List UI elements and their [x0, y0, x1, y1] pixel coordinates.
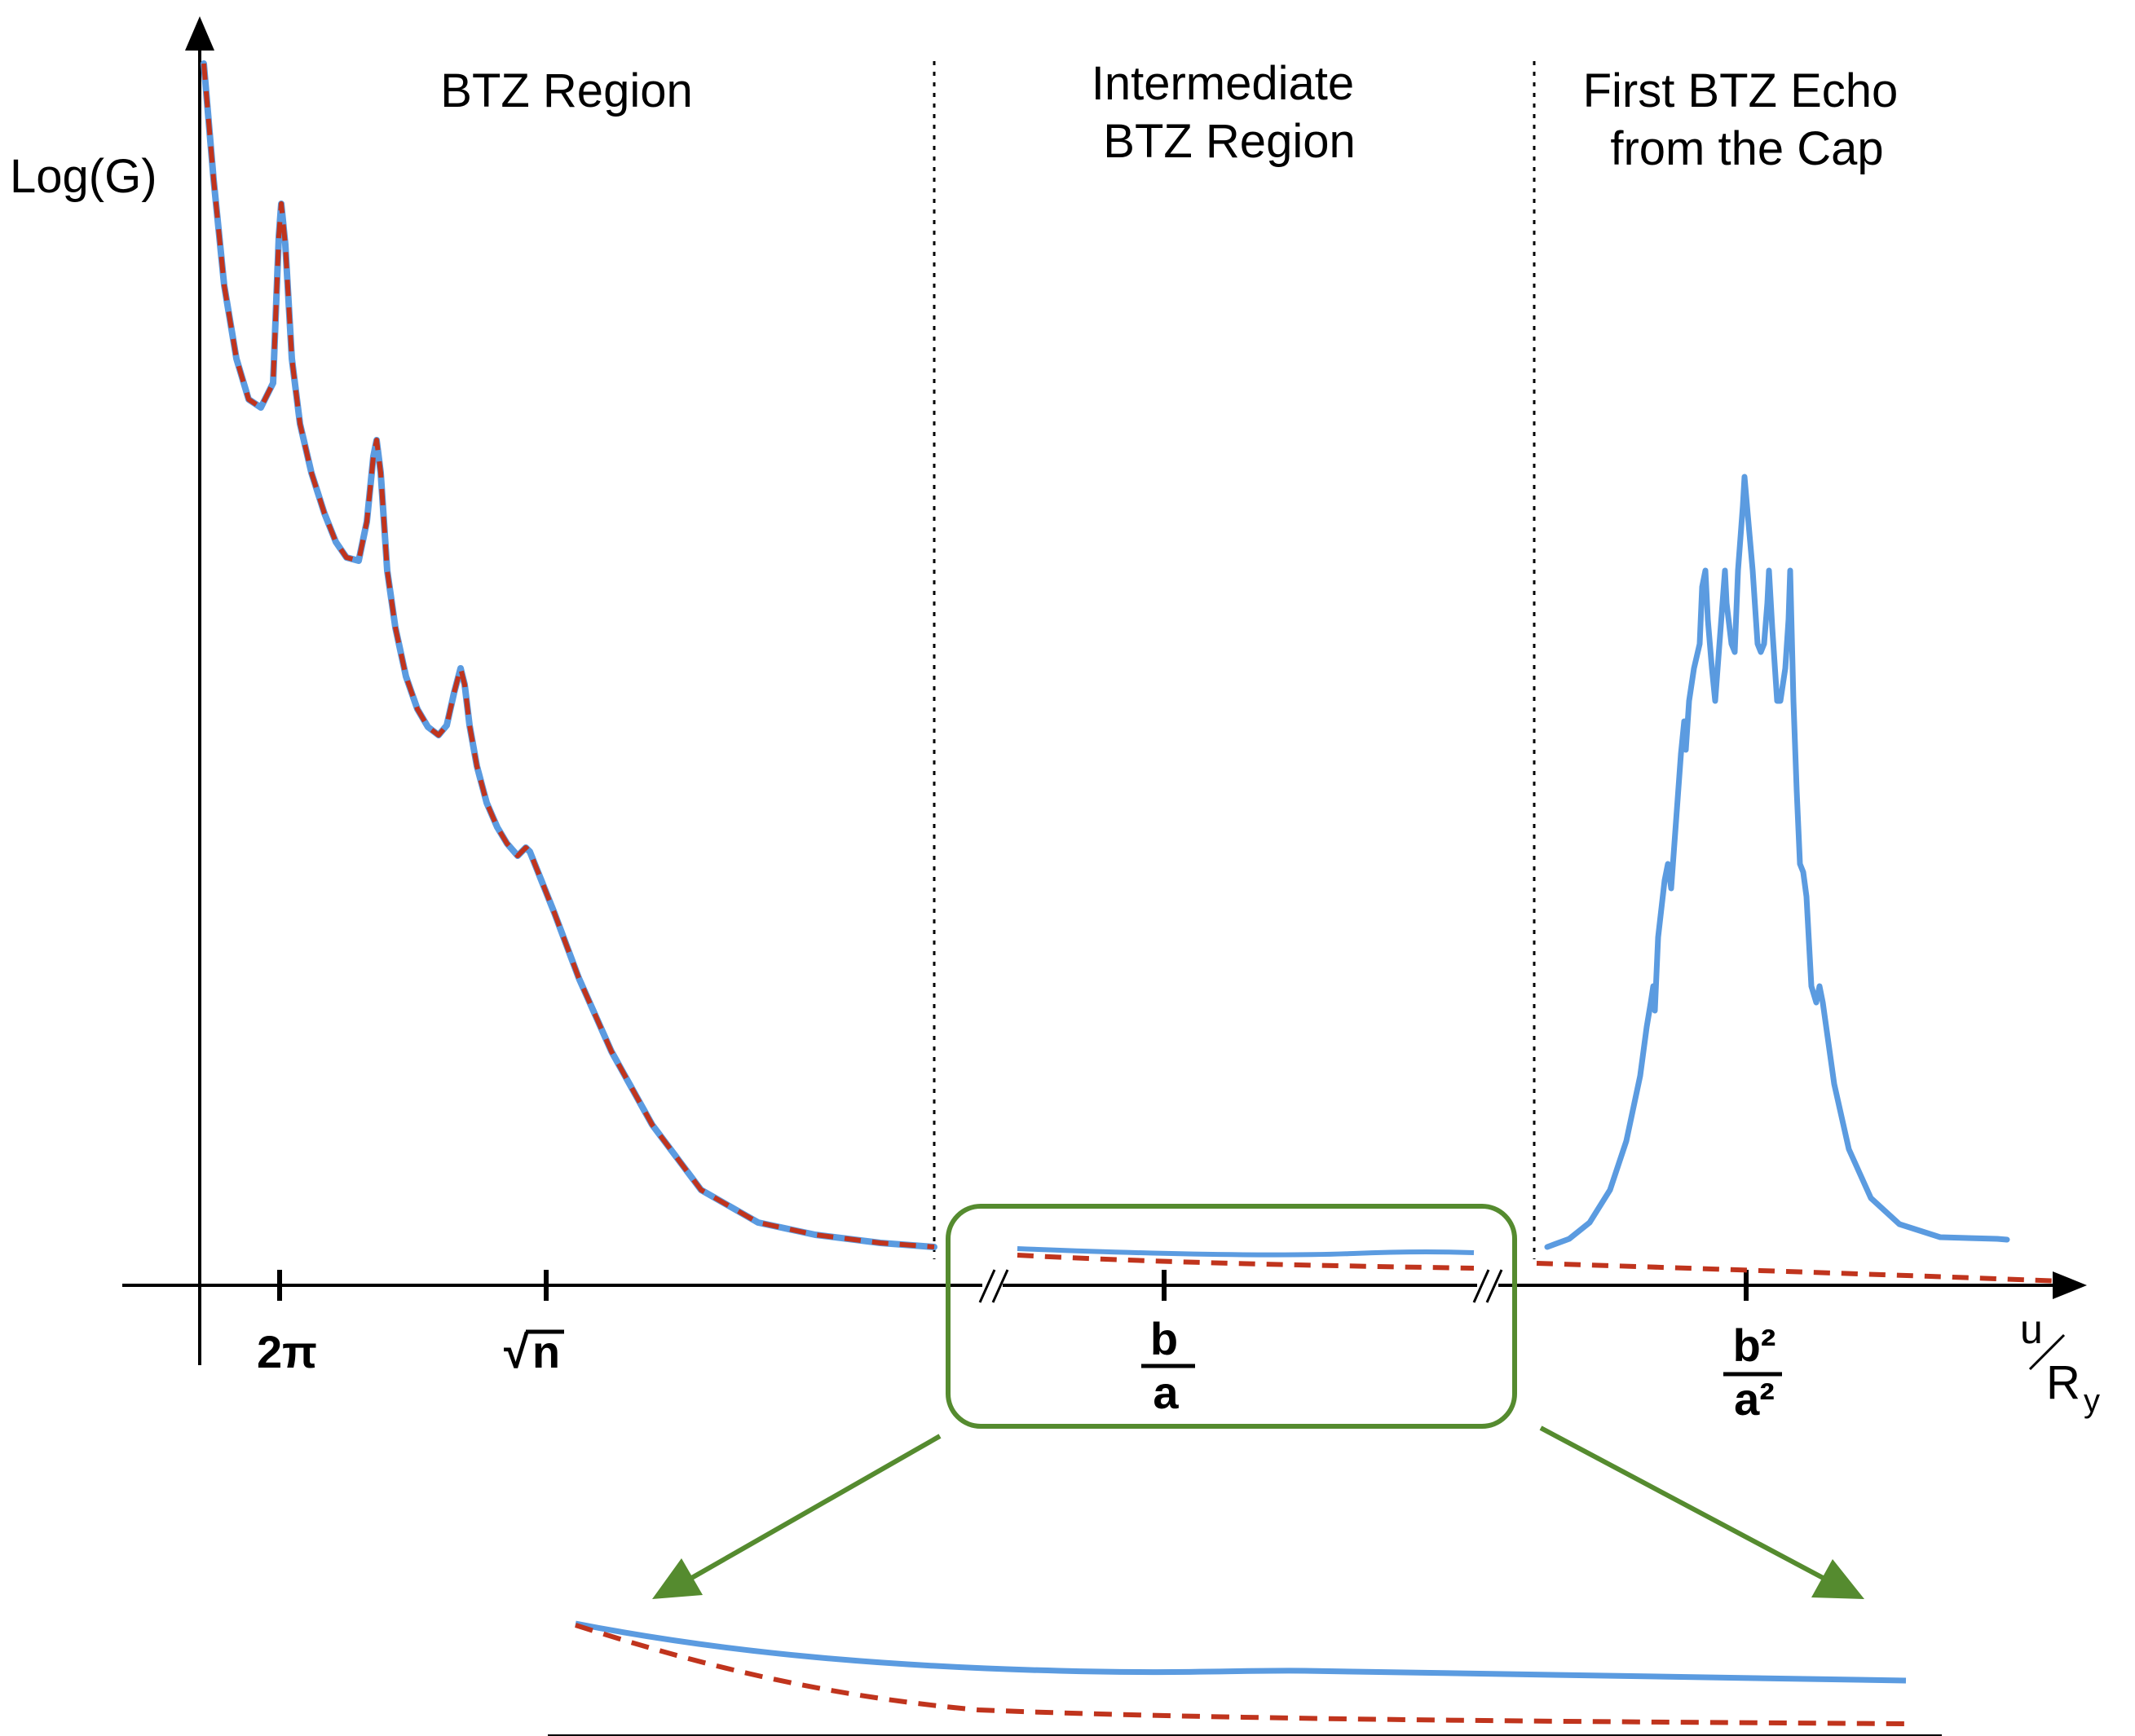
- tick-label-sqrt-n: √ n: [504, 1326, 564, 1377]
- exact-curve-intermediate: [1017, 1246, 1475, 1258]
- tick-label-b2-over-a2: b² a²: [1723, 1320, 1782, 1425]
- y-axis-label: Log(G): [10, 150, 157, 203]
- svg-text:√: √: [504, 1326, 529, 1377]
- x-axis-label: u R y: [2020, 1306, 2100, 1419]
- axis-break-right: [1472, 1269, 1503, 1303]
- x-axis-arrowhead: [2053, 1271, 2087, 1299]
- zoom-arrow-right-head: [1811, 1559, 1864, 1599]
- zoom-arrow-right: [1539, 1425, 1828, 1582]
- zoom-box: [946, 1204, 1517, 1429]
- zoom-arrow-left-head: [652, 1558, 703, 1599]
- region-label-intermediate: Intermediate BTZ Region: [1092, 57, 1368, 168]
- tick-label-two-pi: 2π: [257, 1326, 317, 1377]
- svg-text:b: b: [1150, 1313, 1178, 1364]
- exact-curve-btz: [201, 60, 937, 1250]
- axis-break-left: [978, 1269, 1009, 1303]
- approx-curve-zoomed: [575, 1623, 1907, 1726]
- svg-text:R: R: [2046, 1356, 2080, 1409]
- approx-curve-intermediate: [1017, 1253, 1475, 1271]
- approx-curve-echo: [1536, 1261, 2063, 1284]
- tick-label-b-over-a: b a: [1141, 1313, 1195, 1418]
- slash: [2028, 1333, 2066, 1371]
- svg-text:y: y: [2084, 1383, 2100, 1419]
- region-label-echo: First BTZ Echo from the Cap: [1583, 64, 1912, 175]
- zoom-arrow-left: [687, 1434, 942, 1582]
- exact-curve-zoomed: [575, 1620, 1907, 1684]
- svg-text:n: n: [532, 1326, 560, 1377]
- svg-text:a: a: [1153, 1367, 1179, 1418]
- y-axis-arrowhead: [185, 16, 214, 51]
- exact-curve-echo: [1544, 474, 2010, 1250]
- svg-text:a²: a²: [1734, 1373, 1775, 1425]
- svg-text:b²: b²: [1733, 1320, 1776, 1371]
- region-label-btz: BTZ Region: [440, 64, 692, 117]
- approx-curve-btz: [201, 63, 935, 1249]
- zoomed-inset: [548, 1620, 1942, 1736]
- svg-text:u: u: [2020, 1306, 2043, 1352]
